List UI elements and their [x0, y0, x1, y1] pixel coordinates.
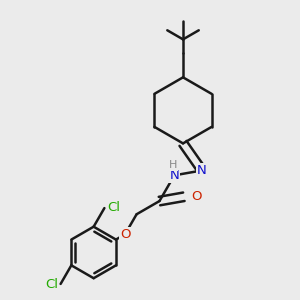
Text: O: O — [120, 228, 130, 241]
Text: N: N — [169, 169, 179, 182]
Text: Cl: Cl — [45, 278, 58, 291]
Text: O: O — [191, 190, 202, 203]
Text: H: H — [169, 160, 177, 170]
Text: Cl: Cl — [107, 201, 120, 214]
Text: N: N — [197, 164, 207, 177]
